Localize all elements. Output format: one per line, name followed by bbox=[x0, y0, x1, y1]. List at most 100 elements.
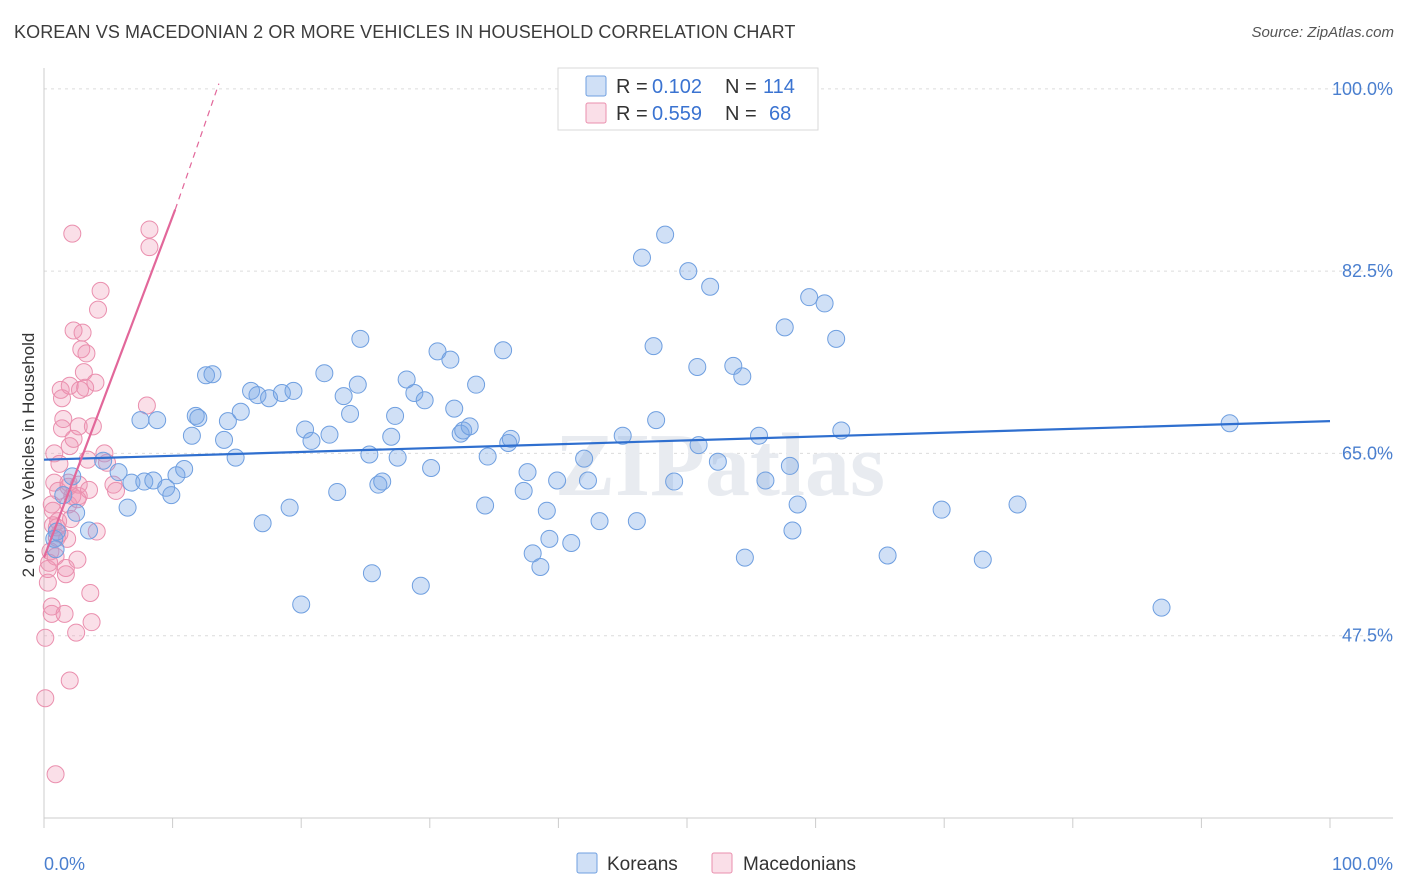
korean-point bbox=[215, 430, 234, 449]
korean-point bbox=[1152, 598, 1171, 617]
macedonian-trend-extension bbox=[174, 83, 220, 210]
korean-point bbox=[878, 546, 897, 565]
y-axis-label: 2 or more Vehicles in Household bbox=[19, 333, 38, 578]
korean-point bbox=[445, 399, 464, 418]
macedonian-point bbox=[36, 628, 55, 647]
korean-point bbox=[632, 248, 651, 267]
stats-legend: R = 0.102 N = 114 R = 0.559 N = 68 bbox=[557, 67, 819, 131]
y-tick-label: 65.0% bbox=[1342, 443, 1393, 463]
korean-point bbox=[341, 404, 360, 423]
korean-point bbox=[203, 365, 222, 384]
korean-point bbox=[175, 460, 194, 479]
legend-n-label-macedonians: N = bbox=[725, 103, 757, 125]
macedonian-point bbox=[74, 363, 93, 382]
bottom-legend-macedonians: Macedonians bbox=[743, 854, 856, 875]
korean-point bbox=[788, 495, 807, 514]
macedonian-point bbox=[140, 238, 159, 257]
macedonian-point bbox=[56, 565, 75, 584]
bottom-legend-swatch-koreans bbox=[576, 852, 598, 874]
korean-point bbox=[109, 463, 128, 482]
korean-point bbox=[334, 387, 353, 406]
korean-point bbox=[253, 514, 272, 533]
korean-point bbox=[548, 471, 567, 490]
macedonian-point bbox=[64, 321, 83, 340]
macedonian-point bbox=[87, 522, 106, 541]
korean-point bbox=[708, 452, 727, 471]
korean-point bbox=[750, 426, 769, 445]
bottom-legend-swatch-macedonians bbox=[711, 852, 733, 874]
korean-point bbox=[783, 521, 802, 540]
korean-point bbox=[514, 481, 533, 500]
korean-point bbox=[405, 384, 424, 402]
korean-point bbox=[724, 356, 743, 375]
korean-point bbox=[80, 521, 99, 540]
legend-n-label-koreans: N = bbox=[725, 76, 757, 98]
chart-title: KOREAN VS MACEDONIAN 2 OR MORE VEHICLES … bbox=[14, 22, 796, 42]
korean-point bbox=[467, 375, 486, 394]
korean-point bbox=[562, 534, 581, 552]
macedonian-point bbox=[63, 224, 82, 243]
korean-point bbox=[186, 406, 205, 425]
korean-point bbox=[627, 512, 646, 531]
korean-point bbox=[827, 329, 846, 348]
korean-point bbox=[182, 426, 201, 445]
macedonian-point bbox=[140, 220, 159, 239]
korean-point bbox=[815, 294, 834, 313]
macedonian-point bbox=[69, 417, 88, 436]
korean-point bbox=[284, 381, 303, 400]
korean-point bbox=[647, 411, 666, 430]
grid-lines bbox=[44, 88, 1393, 637]
korean-point bbox=[373, 472, 392, 491]
korean-point bbox=[531, 557, 550, 576]
korean-point bbox=[701, 277, 720, 296]
macedonian-point bbox=[107, 481, 126, 500]
korean-point bbox=[272, 384, 291, 402]
macedonian-point bbox=[38, 573, 57, 592]
korean-point bbox=[1008, 495, 1027, 514]
macedonian-trend-line bbox=[42, 209, 177, 558]
korean-point bbox=[280, 498, 299, 517]
macedonian-point bbox=[54, 410, 73, 429]
legend-r-value-macedonians: 0.559 bbox=[652, 103, 702, 125]
korean-point bbox=[348, 375, 367, 394]
legend-r-label-macedonians: R = bbox=[616, 103, 648, 125]
korean-point bbox=[328, 482, 347, 501]
korean-point bbox=[656, 225, 675, 244]
korean-point bbox=[218, 412, 237, 431]
korean-point bbox=[422, 459, 441, 477]
korean-point bbox=[397, 370, 416, 389]
korean-point bbox=[932, 500, 951, 519]
korean-point bbox=[688, 357, 707, 376]
korean-point bbox=[735, 548, 754, 567]
x-tick-label-min: 0.0% bbox=[44, 854, 85, 874]
korean-point bbox=[382, 427, 401, 446]
korean-point bbox=[733, 367, 752, 386]
korean-point bbox=[780, 456, 799, 475]
korean-point bbox=[118, 498, 137, 517]
korean-point bbox=[388, 448, 407, 467]
macedonian-point bbox=[60, 376, 79, 395]
korean-point bbox=[575, 449, 594, 468]
macedonian-point bbox=[45, 473, 64, 492]
trend-lines bbox=[42, 83, 1331, 558]
korean-point bbox=[122, 473, 141, 492]
korean-point bbox=[501, 429, 520, 448]
x-tick-label-max: 100.0% bbox=[1332, 854, 1393, 874]
macedonian-point bbox=[60, 671, 79, 690]
korean-point bbox=[476, 496, 495, 515]
korean-point bbox=[189, 409, 208, 427]
korean-point bbox=[67, 503, 86, 522]
macedonian-point bbox=[45, 444, 64, 463]
bottom-legend-koreans: Koreans bbox=[607, 854, 678, 875]
korean-point bbox=[494, 341, 513, 360]
watermark: ZIPatlas bbox=[555, 416, 885, 515]
y-tick-labels: 100.0% 82.5% 65.0% 47.5% bbox=[1332, 79, 1393, 646]
korean-point bbox=[315, 364, 334, 383]
korean-point bbox=[415, 391, 434, 410]
korean-point bbox=[644, 337, 663, 356]
korean-point bbox=[94, 451, 113, 470]
macedonian-point bbox=[86, 373, 105, 392]
legend-r-label-koreans: R = bbox=[616, 76, 648, 98]
korean-point bbox=[578, 471, 597, 490]
